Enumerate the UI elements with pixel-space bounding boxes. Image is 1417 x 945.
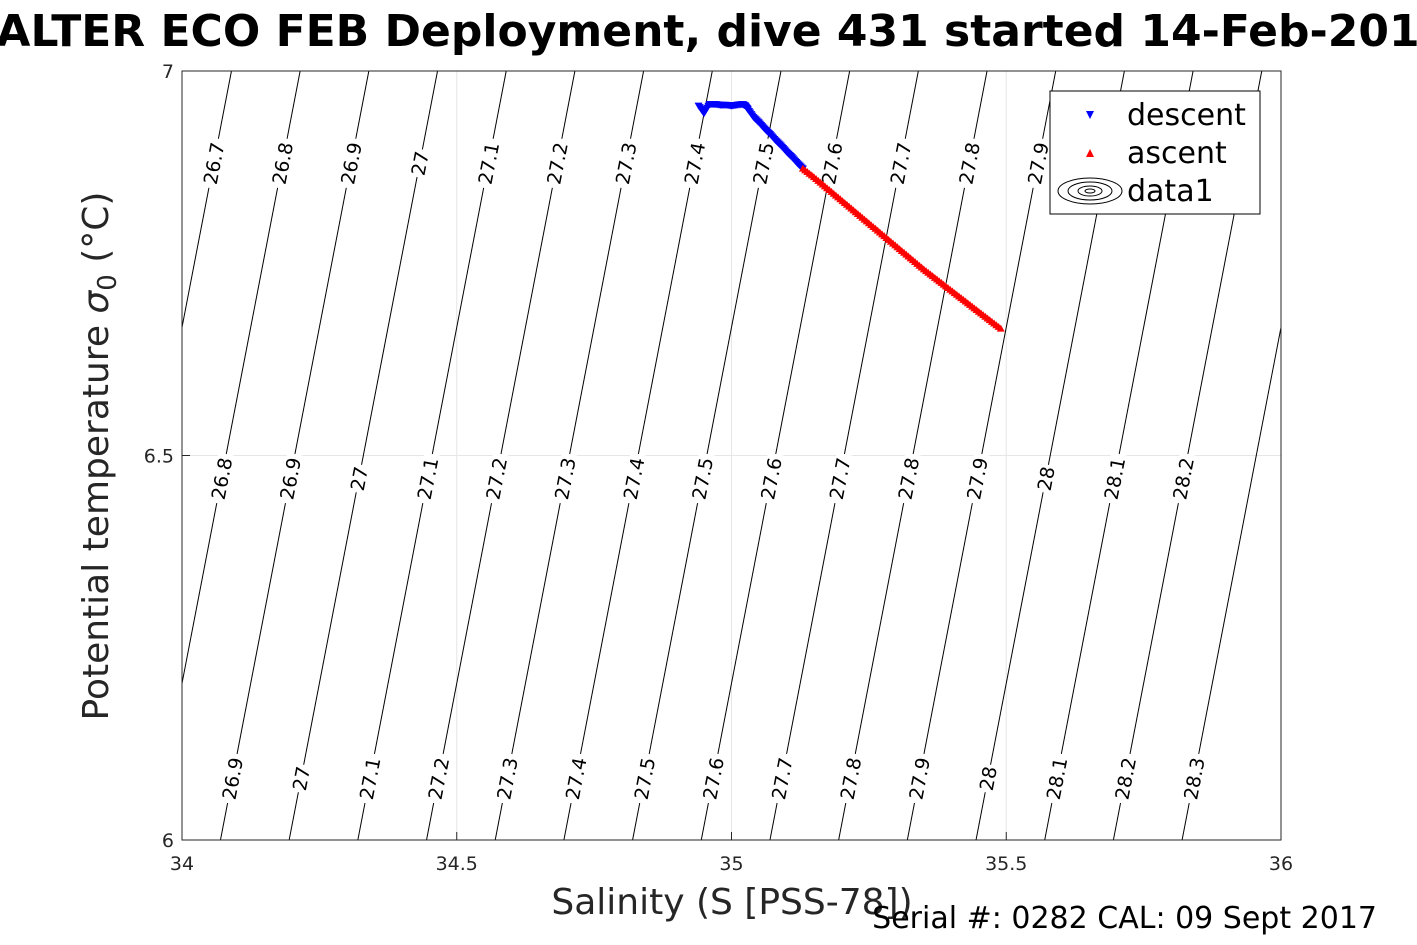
contour-label: 27 [289,765,315,793]
ascent-point [996,324,1005,332]
contour-label-bg [956,137,982,190]
contour-label: 27 [347,465,373,493]
contour-label-bg [414,452,441,505]
y-axis-label: Potential temperature σ0 (°C) [76,192,123,721]
contour-line-28.3 [1181,324,1281,840]
series-descent [694,101,807,173]
contour-label-bg [819,137,845,190]
contour-label-bg [887,137,914,190]
contour-label-bg [544,137,570,190]
contour-label-bg [277,452,303,505]
contour-label: 28 [976,765,1002,793]
contour-line-26.7 [182,71,232,330]
contour-label-bg [1101,452,1128,505]
contour-label-bg [1170,452,1196,505]
x-tick-label: 35.5 [985,853,1027,875]
chart-title: ALTER ECO FEB Deployment, dive 431 start… [0,6,1417,57]
contour-label-bg [357,752,383,805]
contour-label: 27 [408,150,434,178]
contour-label-bg [494,752,520,805]
contour-label-bg [1035,463,1057,494]
contour-label-bg [1025,137,1051,190]
contour-label-bg [977,763,999,794]
legend-ascent-label: ascent [1127,136,1227,171]
contour-label-bg [837,752,864,805]
contour-label-bg [552,452,578,505]
contour-line-27 [288,71,439,840]
contour-label-bg [758,452,784,505]
contour-label-bg [700,752,726,805]
serial-cal-footer: Serial #: 0282 CAL: 09 Sept 2017 [872,901,1377,936]
contour-label-bg [475,137,501,190]
contour-label-bg [409,148,431,179]
contour-label-bg [290,763,312,794]
contour-label-bg [338,137,364,190]
contour-label-bg [613,137,639,190]
series-ascent [798,164,1005,332]
x-tick-label: 34 [170,853,194,875]
legend-data1-icon [1057,177,1123,205]
contour-label-bg [208,452,235,505]
contour-label-bg [689,452,715,505]
contour-label-bg [1181,752,1207,805]
contour-label-bg [621,452,647,505]
y-tick-label: 7 [162,61,174,83]
contour-label-bg [750,137,776,190]
axis-ticks: 34 34.5 35 35.5 36 6 6.5 7 [144,61,1293,875]
legend-box [1049,90,1261,215]
contour-label-bg [348,463,370,494]
contour-label-bg [681,137,708,190]
contour-label-bg [964,452,990,505]
x-tick-label: 36 [1269,853,1293,875]
contour-label-bg [219,752,245,805]
legend-ascent-marker [1086,149,1094,157]
x-tick-label: 34.5 [436,853,478,875]
contour-label-bg [906,752,932,805]
x-axis-label: Salinity (S [PSS-78]) [551,882,912,923]
data-points [694,101,1005,332]
contour-label-bg [425,752,451,805]
y-tick-label: 6.5 [144,446,174,468]
x-tick-label: 35 [719,853,743,875]
legend-descent-label: descent [1127,98,1246,133]
legend: descent ascent data1 [1049,90,1261,215]
contour-label-bg [563,752,589,805]
contour-label-bg [269,137,295,190]
y-tick-label: 6 [162,830,174,852]
contour-label-bg [631,752,658,805]
contour-label-bg [827,452,853,505]
contour-label-bg [201,137,227,190]
legend-data1-label: data1 [1127,174,1214,209]
contour-label-bg [1043,752,1070,805]
contour-label-bg [483,452,509,505]
contour-label-bg [769,752,795,805]
contour-label-bg [1112,752,1138,805]
legend-descent-marker [1086,111,1094,119]
contour-label-bg [895,452,921,505]
contour-label: 28 [1034,465,1060,493]
